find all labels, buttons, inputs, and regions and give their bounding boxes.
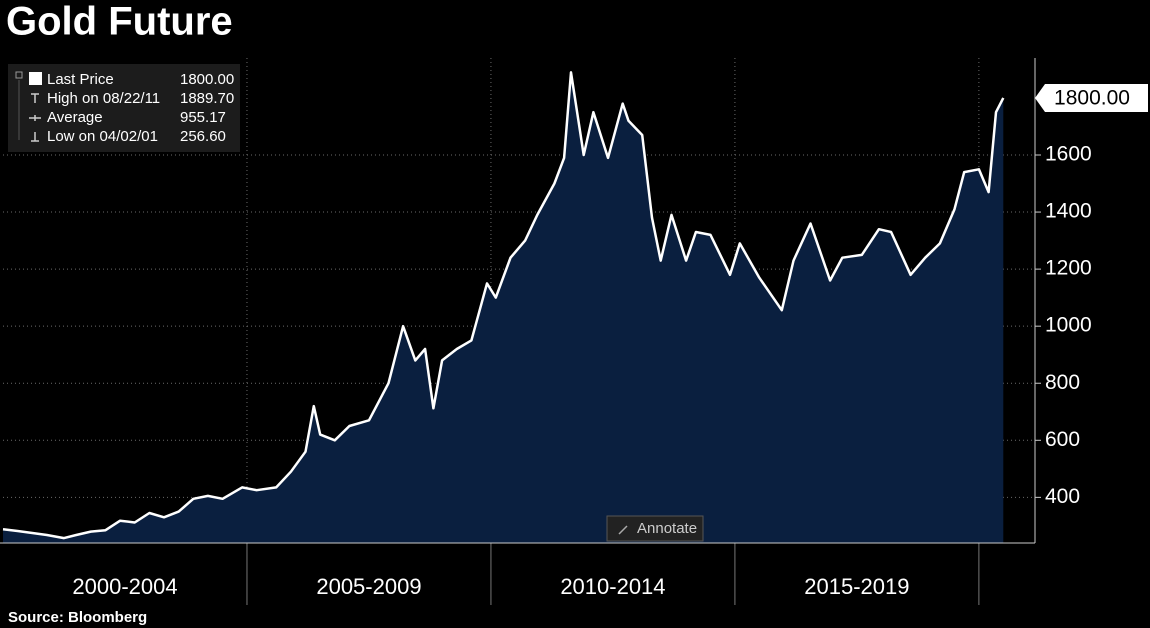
x-tick-label: 2000-2004 — [72, 574, 177, 599]
legend-value: 1889.70 — [180, 90, 234, 107]
last-price-label: 1800.00 — [1054, 86, 1130, 109]
legend-label: Average — [47, 109, 103, 126]
legend-label: Last Price — [47, 71, 114, 88]
y-tick-label: 1000 — [1045, 314, 1092, 337]
y-tick-label: 800 — [1045, 371, 1080, 394]
legend: Last Price 1800.00 High on 08/22/11 1889.70… — [8, 64, 240, 152]
low-icon — [31, 132, 39, 142]
legend-label: Low on 04/02/01 — [47, 128, 158, 145]
chart-title: Gold Future — [6, 0, 233, 44]
x-tick-label: 2010-2014 — [560, 574, 665, 599]
legend-collapse-icon — [15, 71, 23, 79]
y-tick-label: 1600 — [1045, 143, 1092, 166]
x-tick-label: 2005-2009 — [316, 574, 421, 599]
average-icon — [29, 115, 41, 121]
price-line — [2, 71, 1005, 540]
plot-area: 400 600 800 1000 1200 1400 1600 2000-2004 2005-2… — [0, 58, 1148, 605]
y-tick-label: 600 — [1045, 428, 1080, 451]
y-tick-label: 400 — [1045, 485, 1080, 508]
annotate-button[interactable]: Annotate — [606, 515, 704, 542]
legend-swatch — [29, 72, 42, 85]
last-price-tag — [1035, 83, 1148, 112]
source: Source: Bloomberg — [8, 609, 147, 626]
legend-box — [8, 64, 240, 152]
x-tick-label: 2015-2019 — [804, 574, 909, 599]
legend-value: 1800.00 — [180, 71, 234, 88]
pencil-icon — [618, 525, 628, 535]
area — [3, 72, 1004, 544]
legend-label: High on 08/22/11 — [47, 90, 160, 107]
annotate-label[interactable]: Annotate — [637, 520, 697, 537]
y-tick-label: 1400 — [1045, 200, 1092, 223]
legend-value: 256.60 — [180, 128, 226, 145]
legend-value: 955.17 — [180, 109, 226, 126]
y-tick-label: 1200 — [1045, 257, 1092, 280]
high-icon — [31, 93, 39, 103]
annotate-button-box[interactable] — [606, 515, 704, 542]
